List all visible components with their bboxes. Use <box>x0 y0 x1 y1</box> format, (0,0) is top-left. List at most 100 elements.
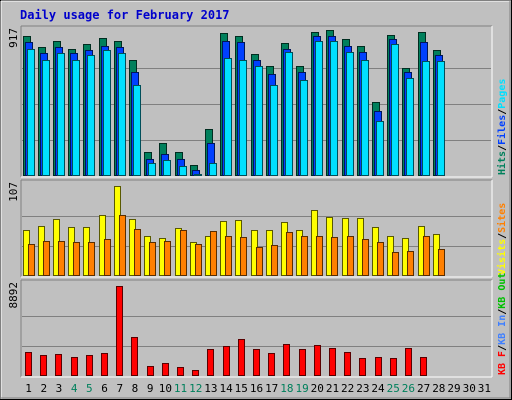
bar-sites-day-22 <box>347 236 354 276</box>
bar-kb-f-day-14 <box>223 346 230 376</box>
bar-sites-day-9 <box>149 242 156 276</box>
bar-pages-day-14 <box>224 58 232 176</box>
bar-pages-day-15 <box>239 60 247 176</box>
x-tick-label: 11 <box>174 382 187 395</box>
legend-item: / <box>497 109 508 115</box>
legend-item: Visits <box>496 239 508 275</box>
panel-legend: KB F/KB In/KB Out <box>497 273 508 375</box>
bar-kb-f-day-5 <box>86 355 93 376</box>
bar-pages-day-7 <box>118 53 126 176</box>
x-tick-label: 16 <box>250 382 263 395</box>
bar-kb-f-day-16 <box>253 349 260 376</box>
bar-sites-day-12 <box>195 244 202 276</box>
bar-sites-day-16 <box>256 247 263 276</box>
panel-max-label: 917 <box>7 28 20 48</box>
bar-sites-day-17 <box>271 245 278 276</box>
bar-sites-day-21 <box>331 237 338 276</box>
panel-bars <box>25 286 427 376</box>
series-sites <box>28 215 445 276</box>
bar-pages-day-23 <box>361 60 369 176</box>
bar-sites-day-6 <box>104 239 111 276</box>
bar-sites-day-11 <box>180 230 187 276</box>
legend-item: / <box>497 233 508 239</box>
bar-sites-day-20 <box>316 236 323 276</box>
panel-kbytes: 8892 KB F/KB In/KB Out <box>7 273 508 378</box>
x-tick-label: 12 <box>189 382 202 395</box>
bar-kb-f-day-25 <box>390 358 397 376</box>
bar-pages-day-10 <box>163 160 171 176</box>
bar-sites-day-5 <box>88 242 95 276</box>
bar-sites-day-4 <box>73 242 80 276</box>
bar-kb-f-day-12 <box>192 370 199 376</box>
x-tick-label: 25 <box>387 382 400 395</box>
legend-item: Sites <box>496 203 508 233</box>
bar-pages-day-24 <box>376 121 384 176</box>
bar-pages-day-16 <box>255 66 263 176</box>
x-tick-label: 17 <box>265 382 278 395</box>
bar-sites-day-13 <box>210 231 217 276</box>
bar-sites-day-3 <box>58 241 65 276</box>
bar-pages-day-25 <box>391 44 399 176</box>
bar-sites-day-27 <box>423 236 430 276</box>
x-tick-label: 20 <box>311 382 324 395</box>
bar-kb-f-day-10 <box>162 363 169 376</box>
x-tick-label: 28 <box>432 382 445 395</box>
bar-pages-day-28 <box>437 61 445 176</box>
bar-sites-day-26 <box>407 251 414 276</box>
bar-sites-day-24 <box>377 242 384 276</box>
bar-kb-f-day-11 <box>177 367 184 376</box>
x-tick-label: 24 <box>371 382 385 395</box>
bar-sites-day-8 <box>134 229 141 276</box>
chart-panels: 917Hits/Files/Pages107Visits/Sites8892KB… <box>7 25 508 378</box>
x-tick-label: 18 <box>280 382 293 395</box>
bar-kb-f-day-22 <box>344 352 351 376</box>
bar-kb-f-day-9 <box>147 366 154 376</box>
bar-sites-day-7 <box>119 215 126 276</box>
bar-pages-day-26 <box>406 78 414 176</box>
legend-item: KB Out <box>497 273 508 309</box>
bar-pages-day-22 <box>346 52 354 176</box>
x-tick-label: 2 <box>40 382 47 395</box>
bar-kb-f-day-20 <box>314 345 321 376</box>
x-tick-label: 1 <box>25 382 32 395</box>
x-tick-label: 19 <box>295 382 308 395</box>
bar-kb-f-day-17 <box>268 353 275 376</box>
x-tick-label: 4 <box>71 382 78 395</box>
bar-pages-day-12 <box>194 174 202 176</box>
bar-pages-day-8 <box>133 85 141 176</box>
bar-pages-day-18 <box>285 52 293 176</box>
x-tick-label: 21 <box>326 382 339 395</box>
series-pages <box>27 41 445 176</box>
legend-item: Pages <box>497 79 508 109</box>
bar-sites-day-19 <box>301 236 308 276</box>
x-tick-label: 23 <box>356 382 369 395</box>
panel-legend: Visits/Sites <box>496 203 508 275</box>
bar-pages-day-11 <box>179 166 187 176</box>
bar-pages-day-5 <box>87 55 95 176</box>
bar-pages-day-13 <box>209 163 217 176</box>
x-tick-label: 8 <box>132 382 139 395</box>
bar-pages-day-21 <box>330 41 338 176</box>
bar-kb-f-day-15 <box>238 339 245 376</box>
bar-sites-day-1 <box>28 244 35 276</box>
bar-kb-f-day-18 <box>283 344 290 376</box>
bar-pages-day-9 <box>148 163 156 176</box>
bar-sites-day-14 <box>225 236 232 276</box>
bar-kb-f-day-8 <box>131 337 138 376</box>
bar-kb-f-day-3 <box>55 354 62 376</box>
panel-max-label: 8892 <box>7 282 20 309</box>
bar-kb-f-day-19 <box>299 349 306 376</box>
bar-pages-day-6 <box>103 50 111 176</box>
x-tick-label: 26 <box>402 382 415 395</box>
panel-bars <box>23 186 445 276</box>
bar-pages-day-27 <box>422 61 430 176</box>
x-tick-label: 22 <box>341 382 354 395</box>
bar-kb-f-day-13 <box>207 349 214 376</box>
x-tick-label: 6 <box>101 382 108 395</box>
series-kb-f <box>25 286 427 376</box>
x-tick-label: 29 <box>447 382 460 395</box>
x-tick-label: 27 <box>417 382 430 395</box>
bar-sites-day-28 <box>438 249 445 276</box>
